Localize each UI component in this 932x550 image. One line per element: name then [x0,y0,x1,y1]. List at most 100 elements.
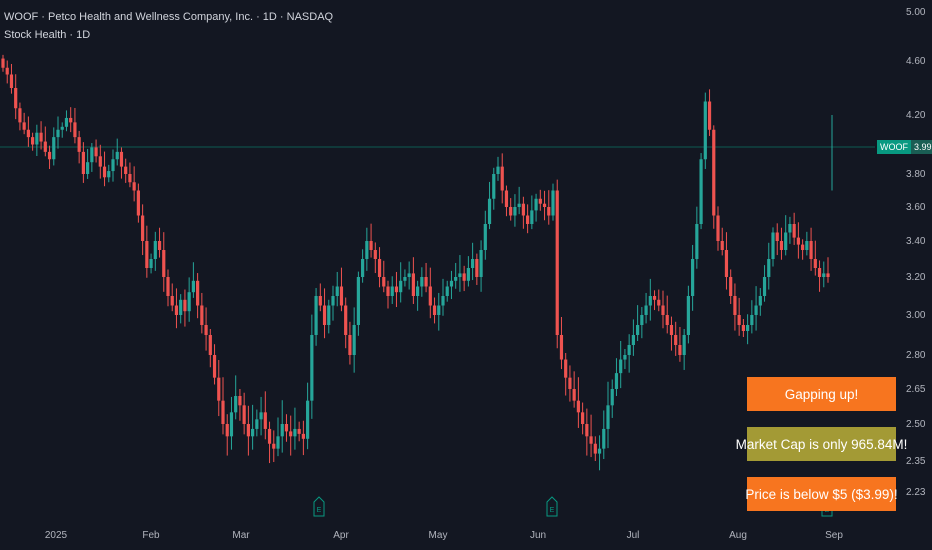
candle-body [530,210,534,224]
price-tick-label: 4.60 [906,56,926,67]
candle-body [526,215,530,224]
candle-body [64,117,69,127]
candle-body [111,159,115,172]
candle-body [576,400,580,413]
candle-body [729,277,733,296]
candle-body [411,273,415,296]
candle-body [52,137,56,160]
candle-body [784,232,788,250]
time-axis[interactable]: 2025 Feb Mar Apr May Jun Jul Aug Sep [45,530,843,541]
candle-body [373,250,377,259]
candle-body [212,355,217,378]
candle-body [356,277,360,325]
candle-body [31,137,35,145]
candle-body [284,424,289,432]
candle-body [703,101,707,160]
price-tick-label: 3.20 [906,272,926,283]
candle-body [361,259,365,277]
earnings-flag-icon[interactable] [313,496,325,517]
candle-body [585,424,589,437]
symbol-title[interactable]: WOOF · Petco Health and Wellness Company… [4,11,334,23]
candle-body [73,122,77,138]
candle-body [500,166,504,191]
candle-body [98,156,102,167]
candle-body [775,232,779,241]
candle-body [318,296,322,306]
candle-body [513,207,517,216]
candle-body [746,325,750,331]
candle-body [90,147,94,163]
candle-body [674,335,678,345]
price-tick-label: 4.20 [906,110,926,121]
time-tick-label: Sep [825,530,843,541]
candle-body [26,129,30,138]
candle-body [348,335,352,355]
price-tag-value: 3.99 [911,140,932,154]
candle-body [394,286,399,293]
candle-body [581,412,585,424]
candle-body [678,345,682,355]
candle-body [43,141,47,152]
candle-body [589,436,593,444]
chart-header: WOOF · Petco Health and Wellness Company… [4,8,333,44]
candle-body [35,132,39,145]
candle-body [47,151,52,160]
candle-body [547,207,551,216]
price-tick-label: 2.80 [906,350,926,361]
price-tag-symbol: WOOF [877,140,911,154]
candle-body [145,241,149,268]
candle-body [238,396,242,406]
time-tick-label: Feb [142,530,160,541]
candle-body [437,305,441,315]
earnings-flag-icon[interactable] [546,496,558,517]
candle-body [686,296,690,335]
earnings-flag-label: E [317,507,322,514]
candle-body [517,203,521,207]
candle-body [1,58,5,68]
candle-body [18,108,22,123]
candle-body [813,259,817,268]
candle-body [695,224,699,259]
candle-body [310,335,314,401]
candle-body [534,198,538,211]
candle-body [716,215,720,241]
candle-body [179,299,183,315]
candle-body [306,400,310,439]
candle-body [221,400,225,424]
candle-body [234,396,238,413]
candle-body [77,137,81,152]
candle-body [344,305,348,335]
candle-body [128,174,132,183]
candle-body [5,67,9,75]
candle-body [792,224,796,238]
price-tick-label: 2.65 [906,384,926,395]
price-axis[interactable]: 5.00 4.60 4.20 3.80 3.60 3.40 3.20 3.00 2.80 2.65… [906,7,926,498]
candle-body [640,315,644,325]
candle-body [267,428,272,444]
indicator-title[interactable]: Stock Health · 1D [4,29,91,41]
candle-body [758,296,762,306]
candle-body [762,277,767,296]
time-tick-label: Mar [232,530,250,541]
candle-body [293,428,297,437]
candle-body [564,359,568,378]
candle-body [174,305,179,315]
candle-body [153,241,157,259]
candle-body [597,448,602,454]
candle-body [712,129,716,216]
last-price-tag: WOOF 3.99 [877,140,932,154]
candle-body [614,373,619,389]
candle-body [496,166,500,174]
time-tick-label: Aug [729,530,747,541]
candle-body [462,273,466,281]
candle-body [809,241,813,259]
candle-body [538,198,542,204]
candle-body [428,286,432,306]
earnings-flag-label: E [550,507,555,514]
price-tick-label: 2.35 [906,456,926,467]
time-tick-label: Apr [333,530,349,541]
candle-body [9,74,14,88]
candle-body [149,259,153,268]
candle-body [767,259,771,277]
